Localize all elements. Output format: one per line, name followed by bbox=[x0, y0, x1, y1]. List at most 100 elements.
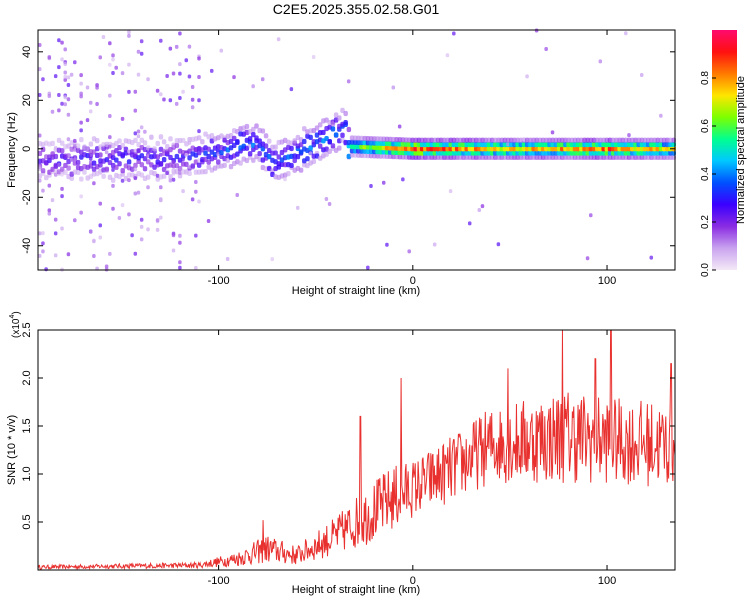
spectrogram-cell bbox=[209, 132, 215, 139]
snr-ytick-label: 1.5 bbox=[21, 418, 33, 433]
spectrogram-cell bbox=[292, 138, 297, 144]
spectrogram-noise-cell bbox=[525, 74, 529, 79]
spectrogram-noise-cell bbox=[95, 85, 99, 90]
spectrogram-cell bbox=[333, 112, 339, 118]
spectrogram-noise-cell bbox=[187, 164, 192, 169]
spectrogram-cell bbox=[139, 153, 145, 159]
spectrogram-cells bbox=[37, 28, 676, 272]
spectrogram-noise-cell bbox=[38, 92, 42, 97]
spectrogram-noise-cell bbox=[79, 73, 83, 78]
spectrogram-noise-cell bbox=[53, 253, 58, 258]
spectrogram-noise-cell bbox=[38, 133, 42, 138]
spectrogram-noise-cell bbox=[41, 249, 45, 254]
colorbar-tick-label: 0.4 bbox=[700, 167, 711, 181]
spectrogram-noise-cell bbox=[53, 145, 58, 150]
colorbar-tick-label: 0.0 bbox=[700, 263, 711, 277]
spectrogram-cell bbox=[267, 154, 272, 160]
spectrogram-cell bbox=[337, 115, 342, 121]
spectrogram-noise-cell bbox=[41, 241, 45, 246]
spectrogram-noise-cell bbox=[155, 173, 160, 178]
spectrogram-cell bbox=[305, 156, 310, 162]
spectrogram-noise-cell bbox=[79, 210, 83, 215]
spectrogram-noise-cell bbox=[308, 151, 313, 156]
snr-ytick-label: 0.5 bbox=[21, 514, 33, 529]
spectrogram-noise-cell bbox=[407, 249, 411, 254]
spectrogram-noise-cell bbox=[197, 75, 201, 80]
spectrogram-noise-cell bbox=[133, 108, 138, 113]
spectrogram-noise-cell bbox=[47, 55, 52, 60]
spectrogram-noise-cell bbox=[88, 156, 93, 161]
spectrogram-noise-cell bbox=[104, 150, 109, 155]
spectrogram-noise-cell bbox=[88, 100, 93, 105]
spectrogram-cell bbox=[174, 153, 180, 160]
spectrogram-cell bbox=[139, 162, 145, 168]
spectrogram-noise-cell bbox=[506, 142, 510, 147]
spectrogram-cell bbox=[107, 174, 113, 180]
spectrogram-cell bbox=[340, 132, 345, 138]
spectrogram-noise-cell bbox=[283, 177, 287, 182]
spectrogram-cell bbox=[177, 166, 183, 172]
spectrogram-cell bbox=[333, 132, 339, 138]
spectrogram-cell bbox=[123, 175, 129, 182]
spectrogram-cell bbox=[273, 150, 278, 156]
spectrogram-cell bbox=[184, 141, 189, 147]
spectrogram-cell bbox=[206, 146, 211, 152]
spectrogram-noise-cell bbox=[60, 194, 64, 199]
spectrogram-cell bbox=[286, 171, 291, 177]
spectrogram-cell bbox=[133, 162, 138, 168]
spectrogram-noise-cell bbox=[146, 77, 150, 82]
snr-xlabel: Height of straight line (km) bbox=[292, 584, 420, 596]
colorbar-ticks: 0.0 0.2 0.4 0.6 0.8 bbox=[700, 71, 716, 277]
spectrogram-cell bbox=[88, 141, 94, 147]
spectrogram-cell bbox=[308, 134, 313, 140]
spectrogram-noise-cell bbox=[79, 91, 83, 96]
snr-plot-area bbox=[38, 330, 675, 570]
spectrogram-noise-cell bbox=[53, 231, 58, 236]
spectrogram-noise-cell bbox=[133, 251, 138, 256]
spectrogram-noise-cell bbox=[108, 135, 112, 140]
spectrogram-noise-cell bbox=[197, 158, 201, 163]
spectrogram-noise-cell bbox=[467, 221, 472, 226]
figure-title: C2E5.2025.355.02.58.G01 bbox=[273, 1, 440, 17]
spectrogram-noise-cell bbox=[85, 118, 90, 123]
spectrogram-noise-cell bbox=[127, 212, 131, 217]
spectrogram-noise-cell bbox=[98, 223, 103, 228]
spectrogram-noise-cell bbox=[477, 208, 482, 213]
spectrogram-noise-cell bbox=[197, 98, 201, 103]
spectrogram-noise-cell bbox=[127, 62, 131, 67]
spectrogram-cell bbox=[196, 135, 202, 141]
spectrogram-cell bbox=[120, 142, 125, 149]
spectrogram-noise-cell bbox=[108, 251, 112, 256]
spectrogram-noise-cell bbox=[235, 192, 239, 197]
spectrogram-cell bbox=[63, 169, 68, 176]
spectrogram-noise-cell bbox=[178, 71, 182, 76]
spectrogram-noise-cell bbox=[146, 227, 150, 232]
colorbar-gradient bbox=[712, 30, 737, 270]
spectrogram-noise-cell bbox=[190, 197, 195, 202]
spectrogram-noise-cell bbox=[139, 224, 144, 229]
spectrogram-cell bbox=[302, 126, 307, 132]
spectrogram-noise-cell bbox=[311, 55, 316, 59]
spectrogram-ytick-label: 20 bbox=[21, 94, 33, 106]
spectrogram-cell bbox=[98, 162, 103, 168]
spectrogram-noise-cell bbox=[98, 171, 103, 176]
spectrogram-noise-cell bbox=[480, 204, 485, 209]
spectrogram-cell bbox=[117, 138, 122, 144]
spectrogram-noise-cell bbox=[165, 171, 169, 176]
spectrogram-noise-cell bbox=[73, 157, 77, 162]
spectrogram-cell bbox=[110, 177, 116, 183]
spectrogram-noise-cell bbox=[171, 159, 176, 164]
spectrogram-noise-cell bbox=[73, 148, 77, 153]
spectrogram-cell bbox=[114, 164, 119, 170]
spectrogram-noise-cell bbox=[276, 37, 281, 42]
spectrogram-noise-cell bbox=[53, 74, 58, 79]
spectrogram-noise-cell bbox=[171, 177, 176, 182]
spectrogram-cell bbox=[212, 151, 218, 158]
spectrogram-cell bbox=[187, 170, 192, 177]
colorbar-label: Normalized spectral amplitude bbox=[735, 76, 747, 224]
spectrogram-cell bbox=[203, 168, 208, 175]
spectrogram-noise-cell bbox=[127, 33, 131, 38]
spectrogram-noise-cell bbox=[79, 194, 83, 199]
spectrogram-noise-cell bbox=[111, 53, 115, 58]
spectrogram-cell bbox=[263, 143, 269, 149]
